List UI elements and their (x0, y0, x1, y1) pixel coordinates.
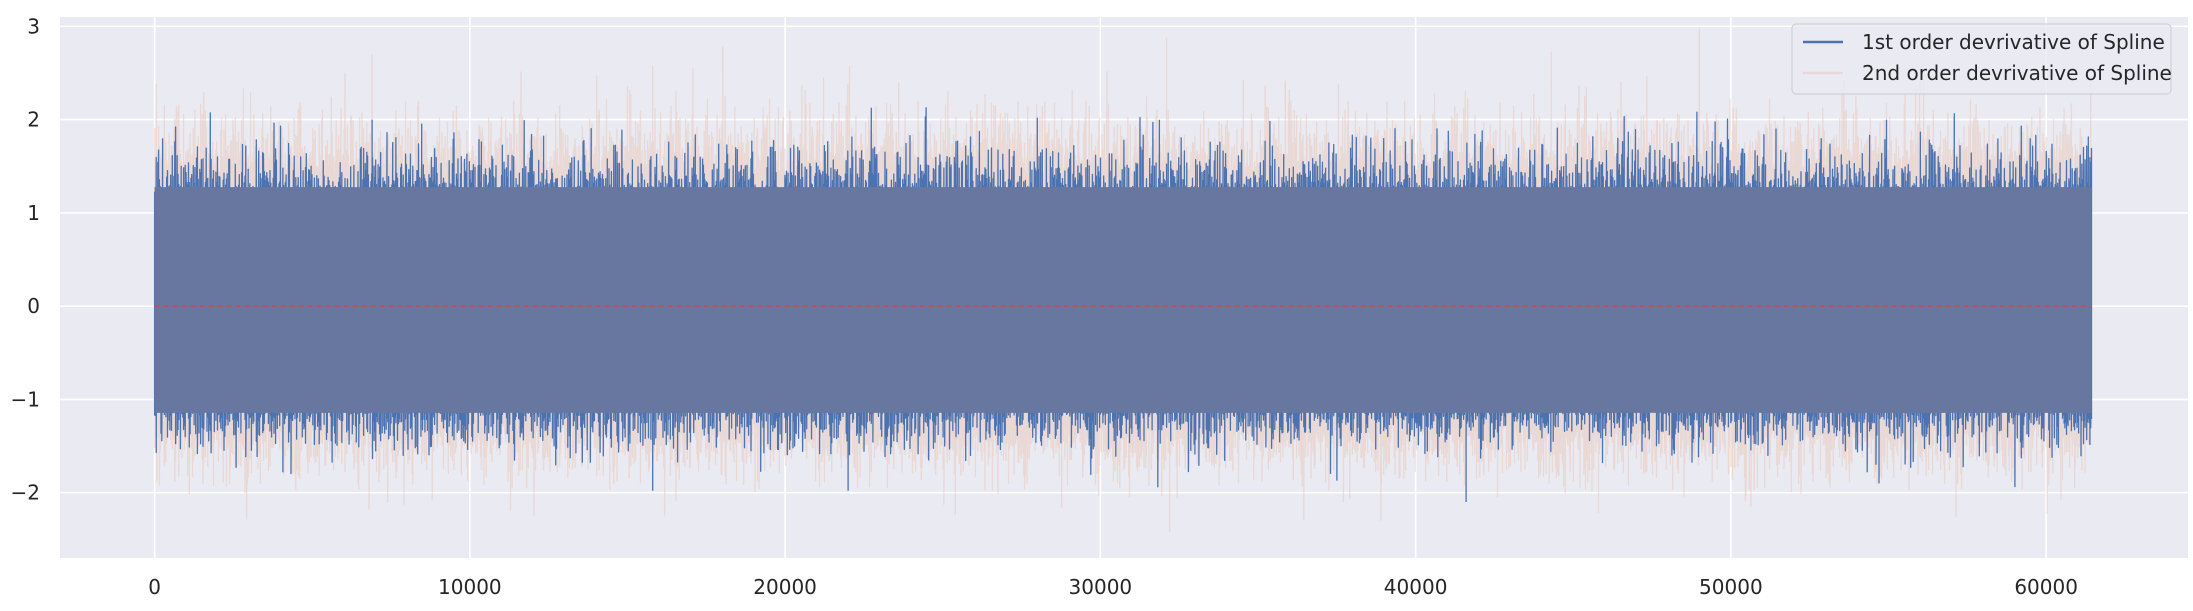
x-tick-label: 50000 (1699, 575, 1763, 599)
y-tick-label: −1 (11, 387, 40, 411)
y-tick-label: 1 (27, 201, 40, 225)
x-tick-label: 0 (148, 575, 161, 599)
y-tick-label: 3 (27, 14, 40, 38)
x-tick-label: 40000 (1384, 575, 1448, 599)
legend: 1st order devrivative of Spline 2nd orde… (1791, 23, 2172, 95)
y-tick-label: 2 (27, 108, 40, 132)
y-tick-label: 0 (27, 294, 40, 318)
x-axis-ticks: 0 10000 20000 30000 40000 50000 60000 (148, 575, 2078, 599)
legend-label-2nd-order: 2nd order devrivative of Spline (1862, 61, 2172, 85)
series-band-1st-order (154, 187, 2092, 413)
x-tick-label: 10000 (438, 575, 502, 599)
x-tick-label: 20000 (753, 575, 817, 599)
series-layer (153, 27, 2093, 532)
legend-label-1st-order: 1st order devrivative of Spline (1862, 30, 2165, 54)
legend-box (1791, 23, 2172, 95)
y-tick-label: −2 (11, 481, 40, 505)
x-tick-label: 30000 (1069, 575, 1133, 599)
x-tick-label: 60000 (2014, 575, 2078, 599)
y-axis-ticks: −2 −1 0 1 2 3 (11, 14, 40, 504)
